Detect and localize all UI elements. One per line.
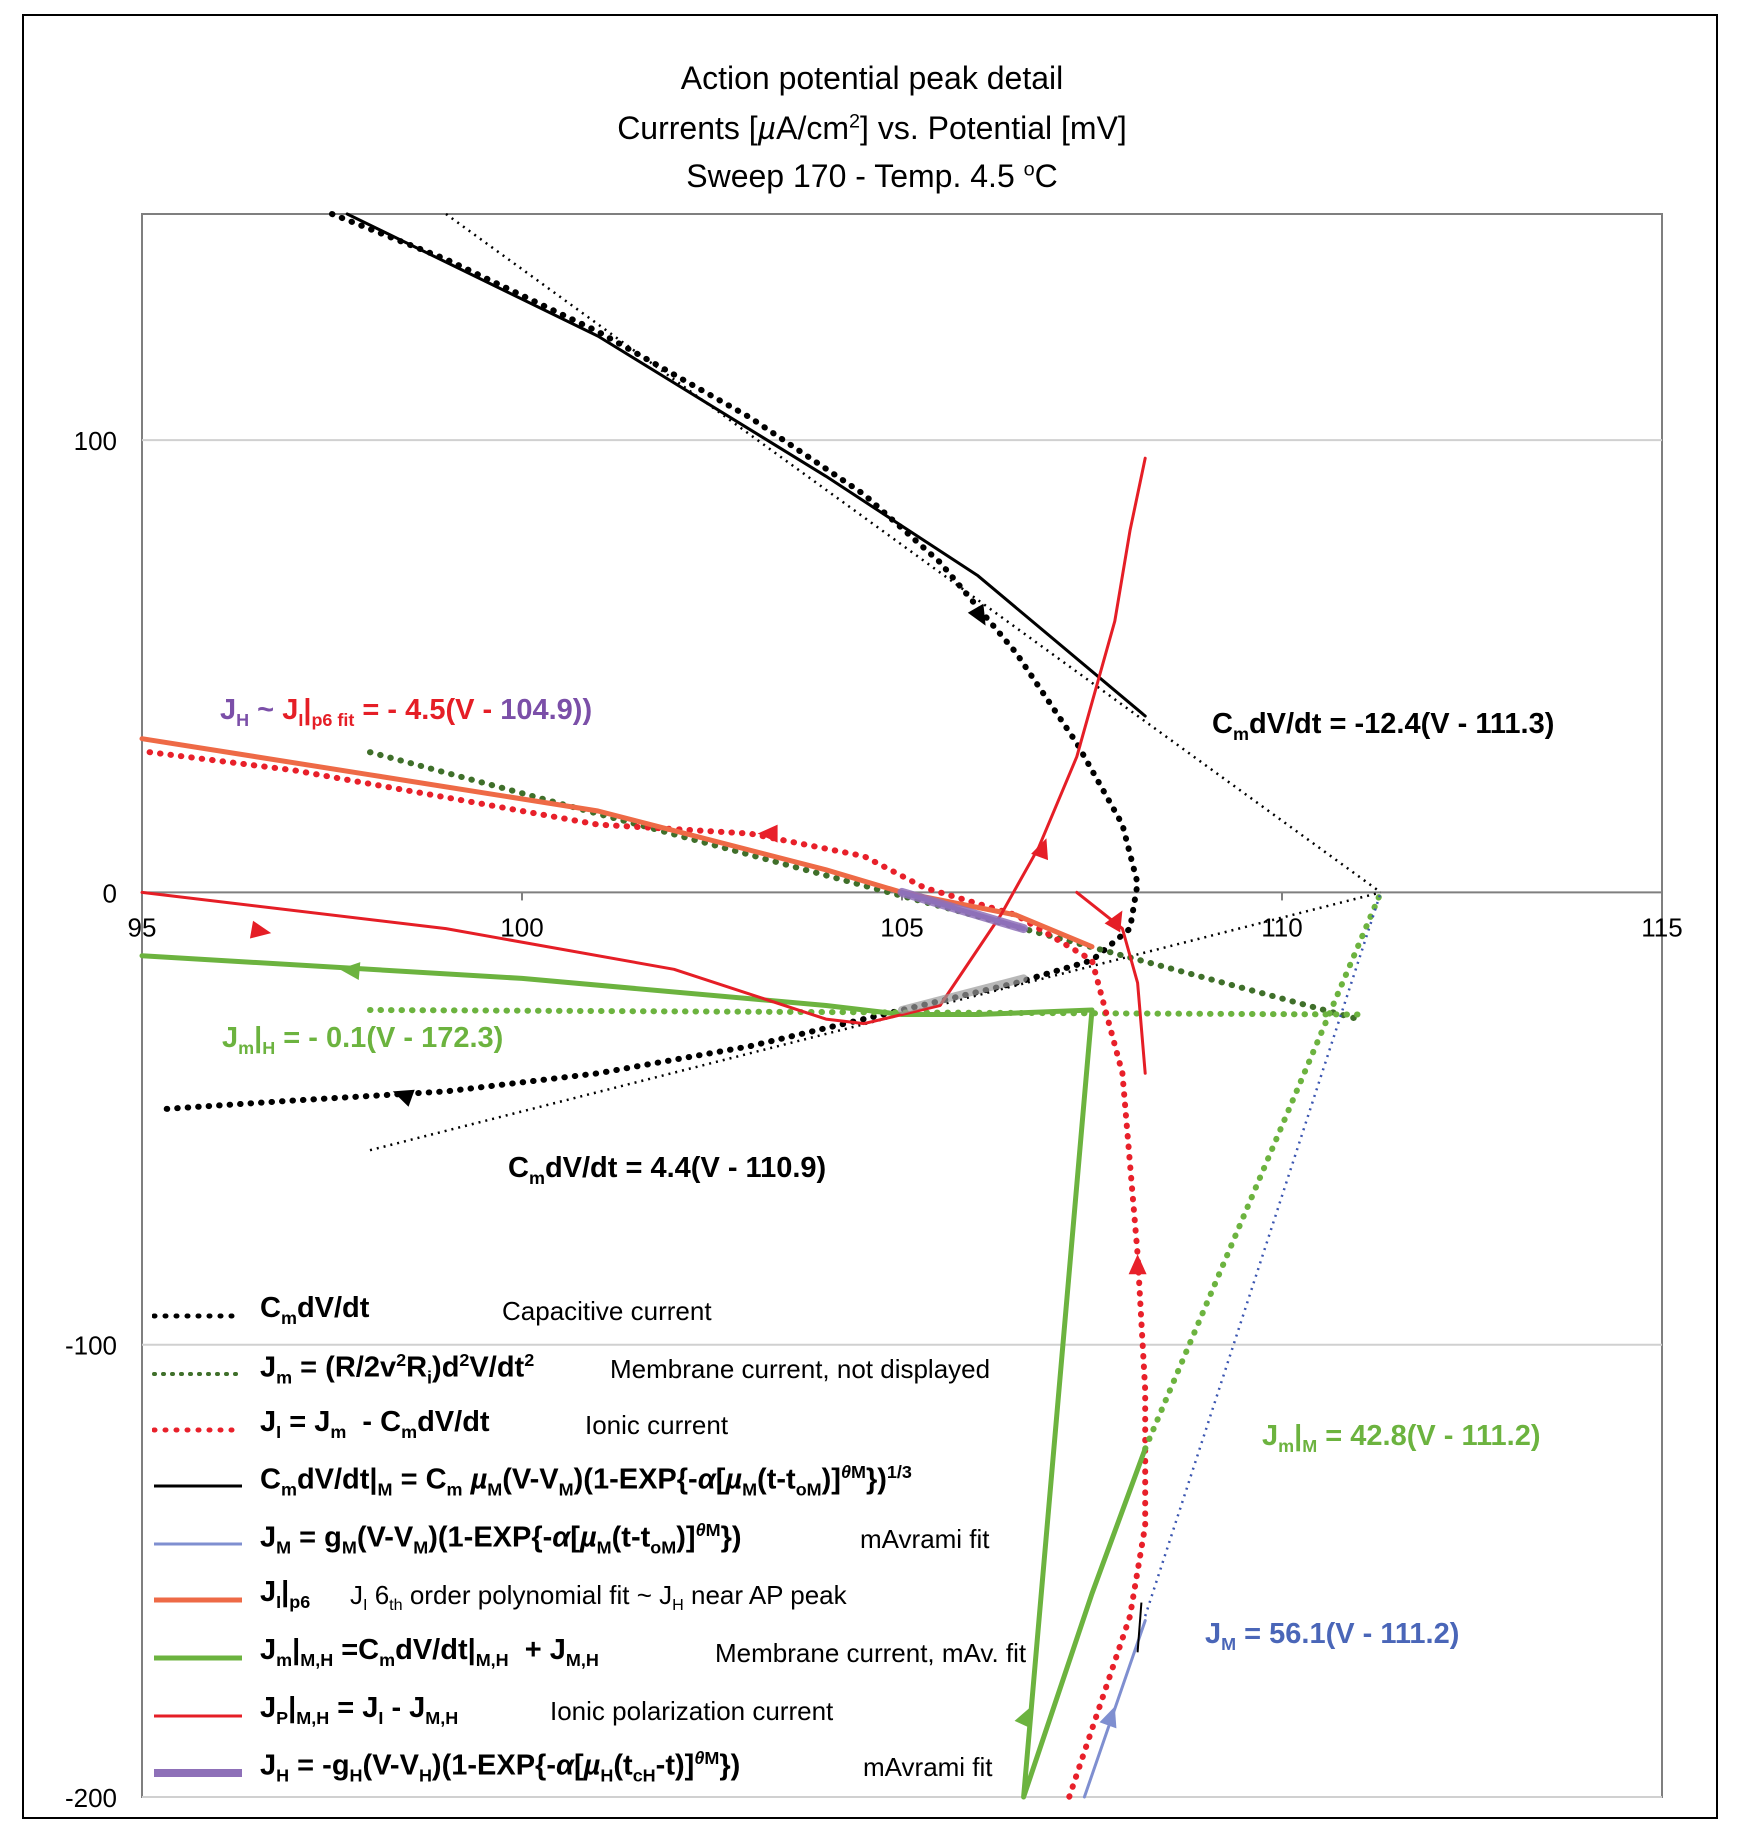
series-line-7	[1142, 889, 1384, 1452]
chart-title: Action potential peak detail	[680, 60, 1064, 96]
x-tick-label: 110	[1261, 912, 1302, 942]
x-tick-label: 115	[1641, 912, 1682, 942]
annotation-cm-negative: CmdV/dt = -12.4(V - 111.3)	[1212, 708, 1555, 744]
direction-arrow	[392, 1089, 415, 1107]
series-line-1	[367, 749, 1361, 1023]
annotation-jh-fit: JH ~ JI|p6 fit = - 4.5(V - 104.9))	[220, 694, 593, 730]
series-line-10	[139, 736, 1095, 950]
y-tick-label: -200	[65, 1783, 117, 1813]
annotation-cm-positive: CmdV/dt = 4.4(V - 110.9)	[508, 1152, 827, 1188]
x-tick-label: 100	[500, 912, 543, 942]
series-line-5	[445, 212, 1382, 894]
jm-end-mark	[1136, 1602, 1143, 1653]
direction-arrow	[967, 603, 986, 626]
y-tick-label: 0	[103, 878, 117, 908]
direction-arrow	[1099, 1706, 1117, 1729]
series-line-4	[345, 212, 1147, 718]
direction-arrow	[1104, 910, 1123, 933]
plot-area	[141, 213, 1663, 1798]
direction-arrow	[249, 920, 272, 939]
y-tick-label: -100	[65, 1331, 117, 1361]
chart-frame	[22, 14, 1718, 1819]
series-line-12	[140, 456, 1147, 1026]
direction-arrow	[757, 824, 778, 843]
annotation-jm-h: Jm|H = - 0.1(V - 172.3)	[222, 1022, 504, 1058]
annotation-jm-eq: JM = 56.1(V - 111.2)	[1205, 1618, 1460, 1654]
x-tick-label: 105	[880, 912, 923, 942]
series-line-0	[154, 211, 1141, 1113]
y-tick-label: 100	[74, 426, 117, 456]
series-grey-band	[898, 974, 1028, 1015]
chart-subtitle-units: Currents [µA/cm2] vs. Potential [mV]	[617, 110, 1127, 146]
series-line-8	[1144, 892, 1382, 1617]
chart-subtitle-sweep: Sweep 170 - Temp. 4.5 oC	[686, 158, 1058, 194]
series-line-13	[1075, 890, 1147, 1075]
direction-arrow	[339, 962, 361, 981]
direction-arrow	[1031, 838, 1049, 861]
series-line-6	[369, 891, 1382, 1152]
x-tick-label: 95	[128, 912, 157, 942]
series-line-11	[139, 953, 1148, 1800]
direction-arrow	[1014, 1706, 1032, 1729]
annotation-jm-m: Jm|M = 42.8(V - 111.2)	[1262, 1420, 1541, 1456]
direction-arrow	[1128, 1254, 1147, 1275]
series-line-3	[146, 749, 1149, 1800]
series-line-jh-emphasis	[897, 887, 1029, 934]
